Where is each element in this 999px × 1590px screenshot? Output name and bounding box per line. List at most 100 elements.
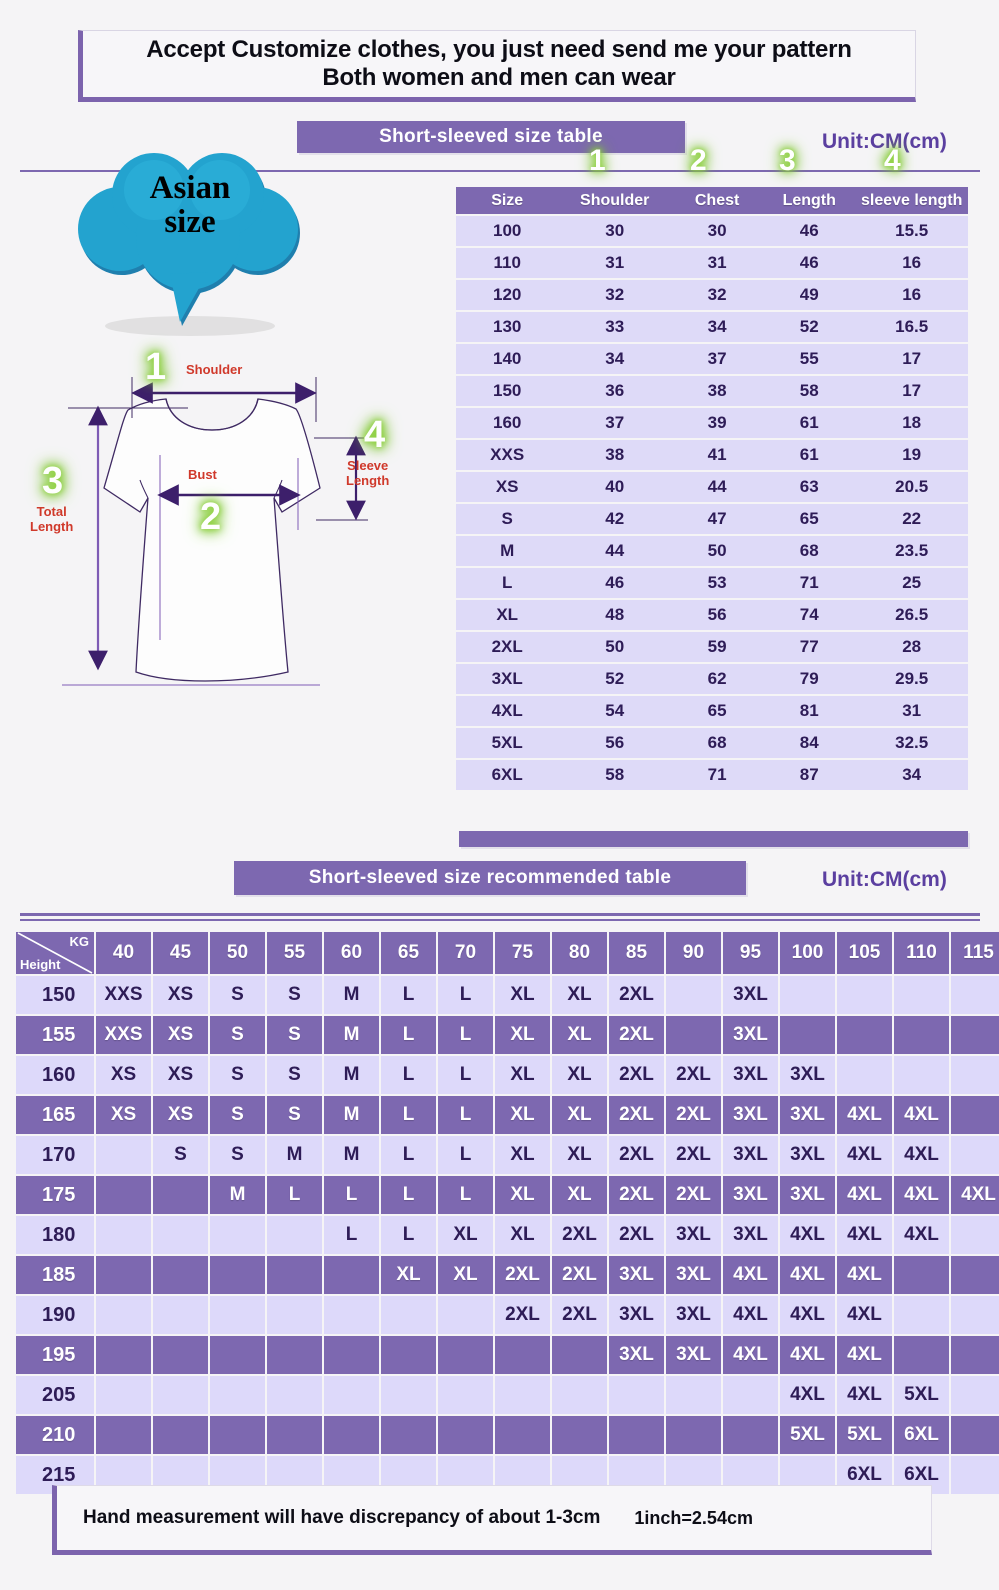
size-table-cell: 74 [763,600,856,630]
recommended-table-cell: XS [153,1016,208,1054]
size-table-cell: 32.5 [855,728,968,758]
size-table-footer-bar [459,831,968,847]
size-table-cell: 44 [671,472,764,502]
recommended-table-cell [951,1456,999,1494]
recommended-table-cell [552,1416,607,1454]
size-table-cell: 33 [558,312,672,342]
recommended-table-cell: 5XL [837,1416,892,1454]
size-table-cell: 28 [855,632,968,662]
recommended-table-cell: 4XL [951,1176,999,1214]
recommended-table-cell: 3XL [723,1016,778,1054]
recommended-table-cell [723,1376,778,1414]
recommended-table-cell [324,1296,379,1334]
recommended-table-cell: S [210,1056,265,1094]
recommended-table-cell: XL [552,1056,607,1094]
size-table-body: 100 30 30 46 15.5 110 31 31 46 16 120 32 32 49 16 130 33… [456,216,968,790]
diagram-label-sleeve-line1: Sleeve [347,458,389,473]
size-table-cell: 84 [763,728,856,758]
size-table-row: 4XL 54 65 81 31 [456,696,968,726]
recommended-table-cell: 3XL [666,1296,721,1334]
size-table-column-header-3: Length [763,187,856,214]
size-table-cell: 56 [558,728,672,758]
recommended-table-cell [951,1096,999,1134]
recommended-table-cell: L [438,1016,493,1054]
recommended-table-cell: 3XL [666,1336,721,1374]
recommended-table-cell: L [381,1136,436,1174]
size-table-row: M 44 50 68 23.5 [456,536,968,566]
recommended-table-cell [153,1416,208,1454]
recommended-table-cell: S [210,1016,265,1054]
size-table-cell: 55 [763,344,856,374]
recommended-table-cell [210,1416,265,1454]
size-table-cell: 31 [558,248,672,278]
recommended-table-cell [894,1256,949,1294]
recommended-table-cell: 3XL [723,1136,778,1174]
diagram-label-sleeve-line2: Length [346,472,390,488]
tshirt-measurement-diagram [20,340,440,700]
recommended-table-cell: 2XL [552,1296,607,1334]
recommended-table-cell: L [381,1176,436,1214]
size-table-heading: Short-sleeved size table [297,121,685,153]
size-table-cell: 41 [671,440,764,470]
recommended-table-cell: XXS [96,1016,151,1054]
recommended-table-weight-header-65: 65 [381,932,436,974]
recommended-table-cell [267,1296,322,1334]
size-table-row: 3XL 52 62 79 29.5 [456,664,968,694]
recommended-table-cell: L [267,1176,322,1214]
size-table-cell: 110 [456,248,559,278]
size-table-cell: 2XL [456,632,559,662]
recommended-table-height-150: 150 [16,976,94,1014]
recommended-table-unit-label: Unit:CM(cm) [822,868,947,891]
diagram-badge-3: 3 [42,460,64,502]
recommended-table-cell: L [438,1096,493,1134]
recommended-table-cell: 4XL [894,1216,949,1254]
recommended-table-weight-header-80: 80 [552,932,607,974]
recommended-table-row: 155 XXS XS S S M L L XL XL 2XL 3XL [16,1016,999,1054]
recommended-table-cell [210,1376,265,1414]
size-table-cell: 59 [671,632,764,662]
recommended-table-cell: L [324,1216,379,1254]
recommended-table-cell: 4XL [837,1176,892,1214]
recommended-table-cell [153,1176,208,1214]
recommended-table-cell: XL [438,1256,493,1294]
recommended-table-cell: XS [96,1056,151,1094]
recommended-table-cell: 4XL [723,1296,778,1334]
recommended-table-cell: M [210,1176,265,1214]
recommended-table-row: 170 S S M M L L XL XL 2XL 2XL 3XL 3XL 4XL 4XL [16,1136,999,1174]
recommended-table-cell: XL [552,1136,607,1174]
recommended-table-cell: L [381,1056,436,1094]
recommended-table-cell [438,1336,493,1374]
recommended-table-container: KG Height 40 45 50 55 60 65 70 75 80 85 90 95 100 105… [14,930,999,1496]
size-table-cell: 62 [671,664,764,694]
size-table-cell: 15.5 [855,216,968,246]
recommended-table-cell [951,1136,999,1174]
diagram-label-sleeve-length: Sleeve Length [346,458,390,488]
recommended-table-cell: 3XL [666,1256,721,1294]
size-table-cell: 50 [558,632,672,662]
recommended-table-cell [438,1416,493,1454]
header-banner-line2: Both women and men can wear [322,64,676,91]
recommended-table-height-180: 180 [16,1216,94,1254]
recommended-table-cell [894,1016,949,1054]
recommended-table-row: 195 3XL 3XL 4XL 4XL 4XL [16,1336,999,1374]
recommended-table-height-155: 155 [16,1016,94,1054]
size-table-cell: 160 [456,408,559,438]
recommended-table-cell: L [438,976,493,1014]
recommended-table-cell: 2XL [609,1216,664,1254]
recommended-table-cell: 3XL [609,1256,664,1294]
recommended-table-weight-header-55: 55 [267,932,322,974]
recommended-table-row: 185 XL XL 2XL 2XL 3XL 3XL 4XL 4XL 4XL [16,1256,999,1294]
recommended-table-weight-header-70: 70 [438,932,493,974]
size-table-cell: 42 [558,504,672,534]
recommended-table-weight-header-85: 85 [609,932,664,974]
size-table-cell: 71 [671,760,764,790]
recommended-table-cell [495,1336,550,1374]
size-table-cell: 39 [671,408,764,438]
recommended-table-cell: XL [495,1016,550,1054]
recommended-table-cell [324,1256,379,1294]
size-table-cell: 37 [558,408,672,438]
size-table-cell: 140 [456,344,559,374]
recommended-table-cell [381,1376,436,1414]
diagram-badge-2: 2 [200,496,222,538]
recommended-table-cell: M [324,976,379,1014]
